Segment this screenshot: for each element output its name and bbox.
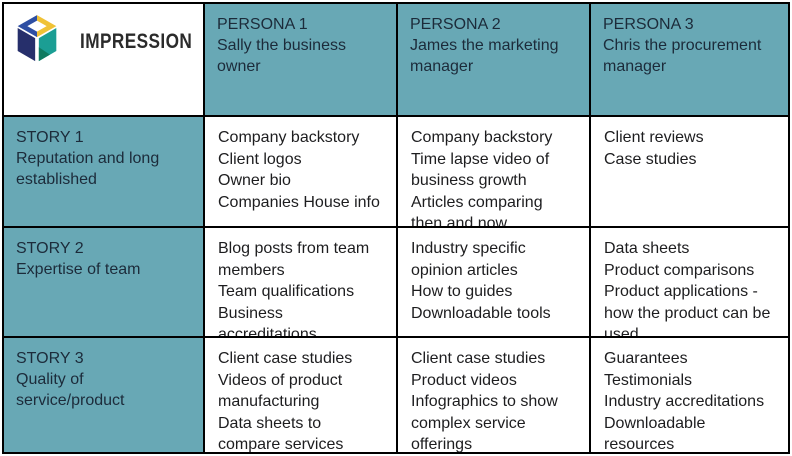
- content-cell-story1-persona2: Company backstory Time lapse video of bu…: [398, 117, 589, 226]
- persona-title: PERSONA 1: [217, 16, 308, 33]
- persona-subtitle: James the marketing manager: [410, 37, 559, 76]
- story-header-3: STORY 3 Quality of service/product: [4, 338, 203, 452]
- persona-header-2: PERSONA 2 James the marketing manager: [398, 4, 589, 115]
- persona-title: PERSONA 3: [603, 16, 694, 33]
- story-title: STORY 1: [16, 129, 84, 146]
- story-subtitle: Expertise of team: [16, 261, 141, 279]
- story-subtitle: Reputation and long established: [16, 150, 160, 189]
- content-cell-story1-persona1: Company backstory Client logos Owner bio…: [205, 117, 396, 226]
- persona-title: PERSONA 2: [410, 16, 501, 33]
- content-cell-story2-persona2: Industry specific opinion articles How t…: [398, 228, 589, 336]
- content-cell-story3-persona2: Client case studies Product videos Infog…: [398, 338, 589, 452]
- persona-subtitle: Sally the business owner: [217, 37, 346, 76]
- persona-header-3: PERSONA 3 Chris the procurement manager: [591, 4, 788, 115]
- logo-cell: IMPRESSION: [4, 4, 203, 115]
- content-cell-story3-persona3: Guarantees Testimonials Industry accredi…: [591, 338, 788, 452]
- content-cell-story3-persona1: Client case studies Videos of product ma…: [205, 338, 396, 452]
- content-cell-story1-persona3: Client reviews Case studies: [591, 117, 788, 226]
- persona-header-1: PERSONA 1 Sally the business owner: [205, 4, 396, 115]
- persona-subtitle: Chris the procurement manager: [603, 37, 762, 76]
- content-cell-story2-persona3: Data sheets Product comparisons Product …: [591, 228, 788, 336]
- story-header-1: STORY 1 Reputation and long established: [4, 117, 203, 226]
- story-title: STORY 2: [16, 240, 84, 257]
- story-header-2: STORY 2 Expertise of team: [4, 228, 203, 336]
- content-cell-story2-persona1: Blog posts from team members Team qualif…: [205, 228, 396, 336]
- impression-cube-icon: [17, 15, 57, 62]
- story-subtitle: Quality of service/product: [16, 371, 125, 410]
- impression-wordmark: IMPRESSION: [80, 30, 193, 53]
- story-title: STORY 3: [16, 350, 84, 367]
